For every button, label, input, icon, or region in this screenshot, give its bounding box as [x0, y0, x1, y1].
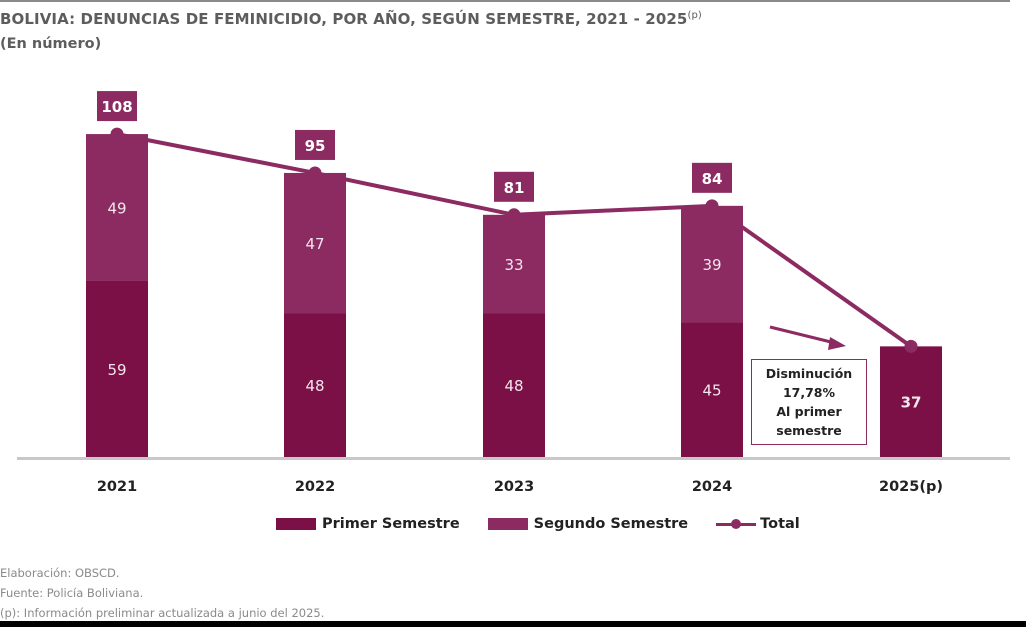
data-label-primer: 48	[305, 377, 324, 395]
top-border	[0, 0, 1010, 2]
x-tick-label: 2022	[295, 479, 335, 495]
annotation-line: Al primer	[776, 404, 842, 419]
chart-title-text: BOLIVIA: DENUNCIAS DE FEMINICIDIO, POR A…	[0, 10, 688, 28]
legend-label: Segundo Semestre	[533, 516, 689, 532]
bar-segundo-semestre	[284, 172, 346, 314]
bar-primer-semestre	[880, 346, 942, 457]
bar-primer-semestre	[483, 313, 545, 457]
legend-label: Total	[760, 516, 800, 532]
bar-primer-semestre	[86, 280, 148, 457]
footnote-elaboracion: Elaboración: OBSCD.	[0, 566, 120, 580]
legend-item-primer-semestre: Primer Semestre	[276, 516, 460, 532]
data-label-primer: 59	[107, 361, 126, 379]
annotation-arrow-head	[828, 337, 846, 350]
legend: Primer Semestre Segundo Semestre Total	[276, 516, 828, 532]
total-label: 95	[305, 137, 326, 155]
bar-segundo-semestre	[681, 205, 743, 323]
total-label: 108	[101, 98, 132, 116]
data-label-segundo: 47	[305, 235, 324, 253]
x-tick-label: 2023	[494, 479, 534, 495]
bar-primer-semestre	[681, 322, 743, 457]
chart-title-superscript: (p)	[687, 10, 702, 21]
footnote-preliminar: (p): Información preliminar actualizada …	[0, 606, 325, 620]
bar-primer-semestre	[284, 313, 346, 457]
x-tick-label: 2024	[692, 479, 732, 495]
x-tick-label: 2021	[97, 479, 137, 495]
data-label-primer: 48	[504, 377, 523, 395]
footnote-fuente: Fuente: Policía Boliviana.	[0, 586, 144, 600]
total-label: 84	[702, 170, 723, 188]
total-label-box	[295, 129, 335, 160]
data-label-primer: 37	[901, 394, 922, 412]
data-label-primer: 45	[702, 382, 721, 400]
chart-title: BOLIVIA: DENUNCIAS DE FEMINICIDIO, POR A…	[0, 10, 702, 28]
chart-subtitle: (En número)	[0, 36, 102, 52]
bottom-border	[0, 621, 1026, 627]
total-marker	[904, 339, 918, 353]
legend-line-marker-icon	[716, 518, 757, 530]
footnotes: Elaboración: OBSCD. Fuente: Policía Boli…	[0, 563, 324, 623]
total-label: 81	[504, 179, 525, 197]
data-label-segundo: 49	[107, 199, 126, 217]
total-marker	[507, 208, 521, 222]
x-tick-label: 2025(p)	[879, 479, 943, 495]
total-label-box	[97, 91, 137, 122]
legend-label: Primer Semestre	[322, 516, 460, 532]
bar-segundo-semestre	[483, 214, 545, 314]
annotation-line: 17,78%	[782, 385, 836, 400]
legend-swatch-primer	[276, 518, 316, 530]
data-label-segundo: 33	[504, 256, 523, 274]
total-marker	[110, 127, 124, 141]
legend-item-segundo-semestre: Segundo Semestre	[487, 516, 689, 532]
total-label-box	[494, 171, 534, 202]
annotation-box: Disminución 17,78% Al primer semestre	[751, 359, 867, 445]
annotation-arrow-shaft	[769, 325, 836, 345]
bar-segundo-semestre	[86, 134, 148, 281]
total-label-box	[692, 162, 732, 193]
annotation-line: Disminución	[765, 366, 853, 381]
legend-swatch-segundo	[487, 518, 528, 530]
legend-item-total: Total	[716, 516, 800, 532]
annotation-line: semestre	[776, 423, 842, 438]
total-marker	[705, 199, 719, 213]
data-label-segundo: 39	[702, 256, 721, 274]
total-marker	[308, 166, 322, 180]
